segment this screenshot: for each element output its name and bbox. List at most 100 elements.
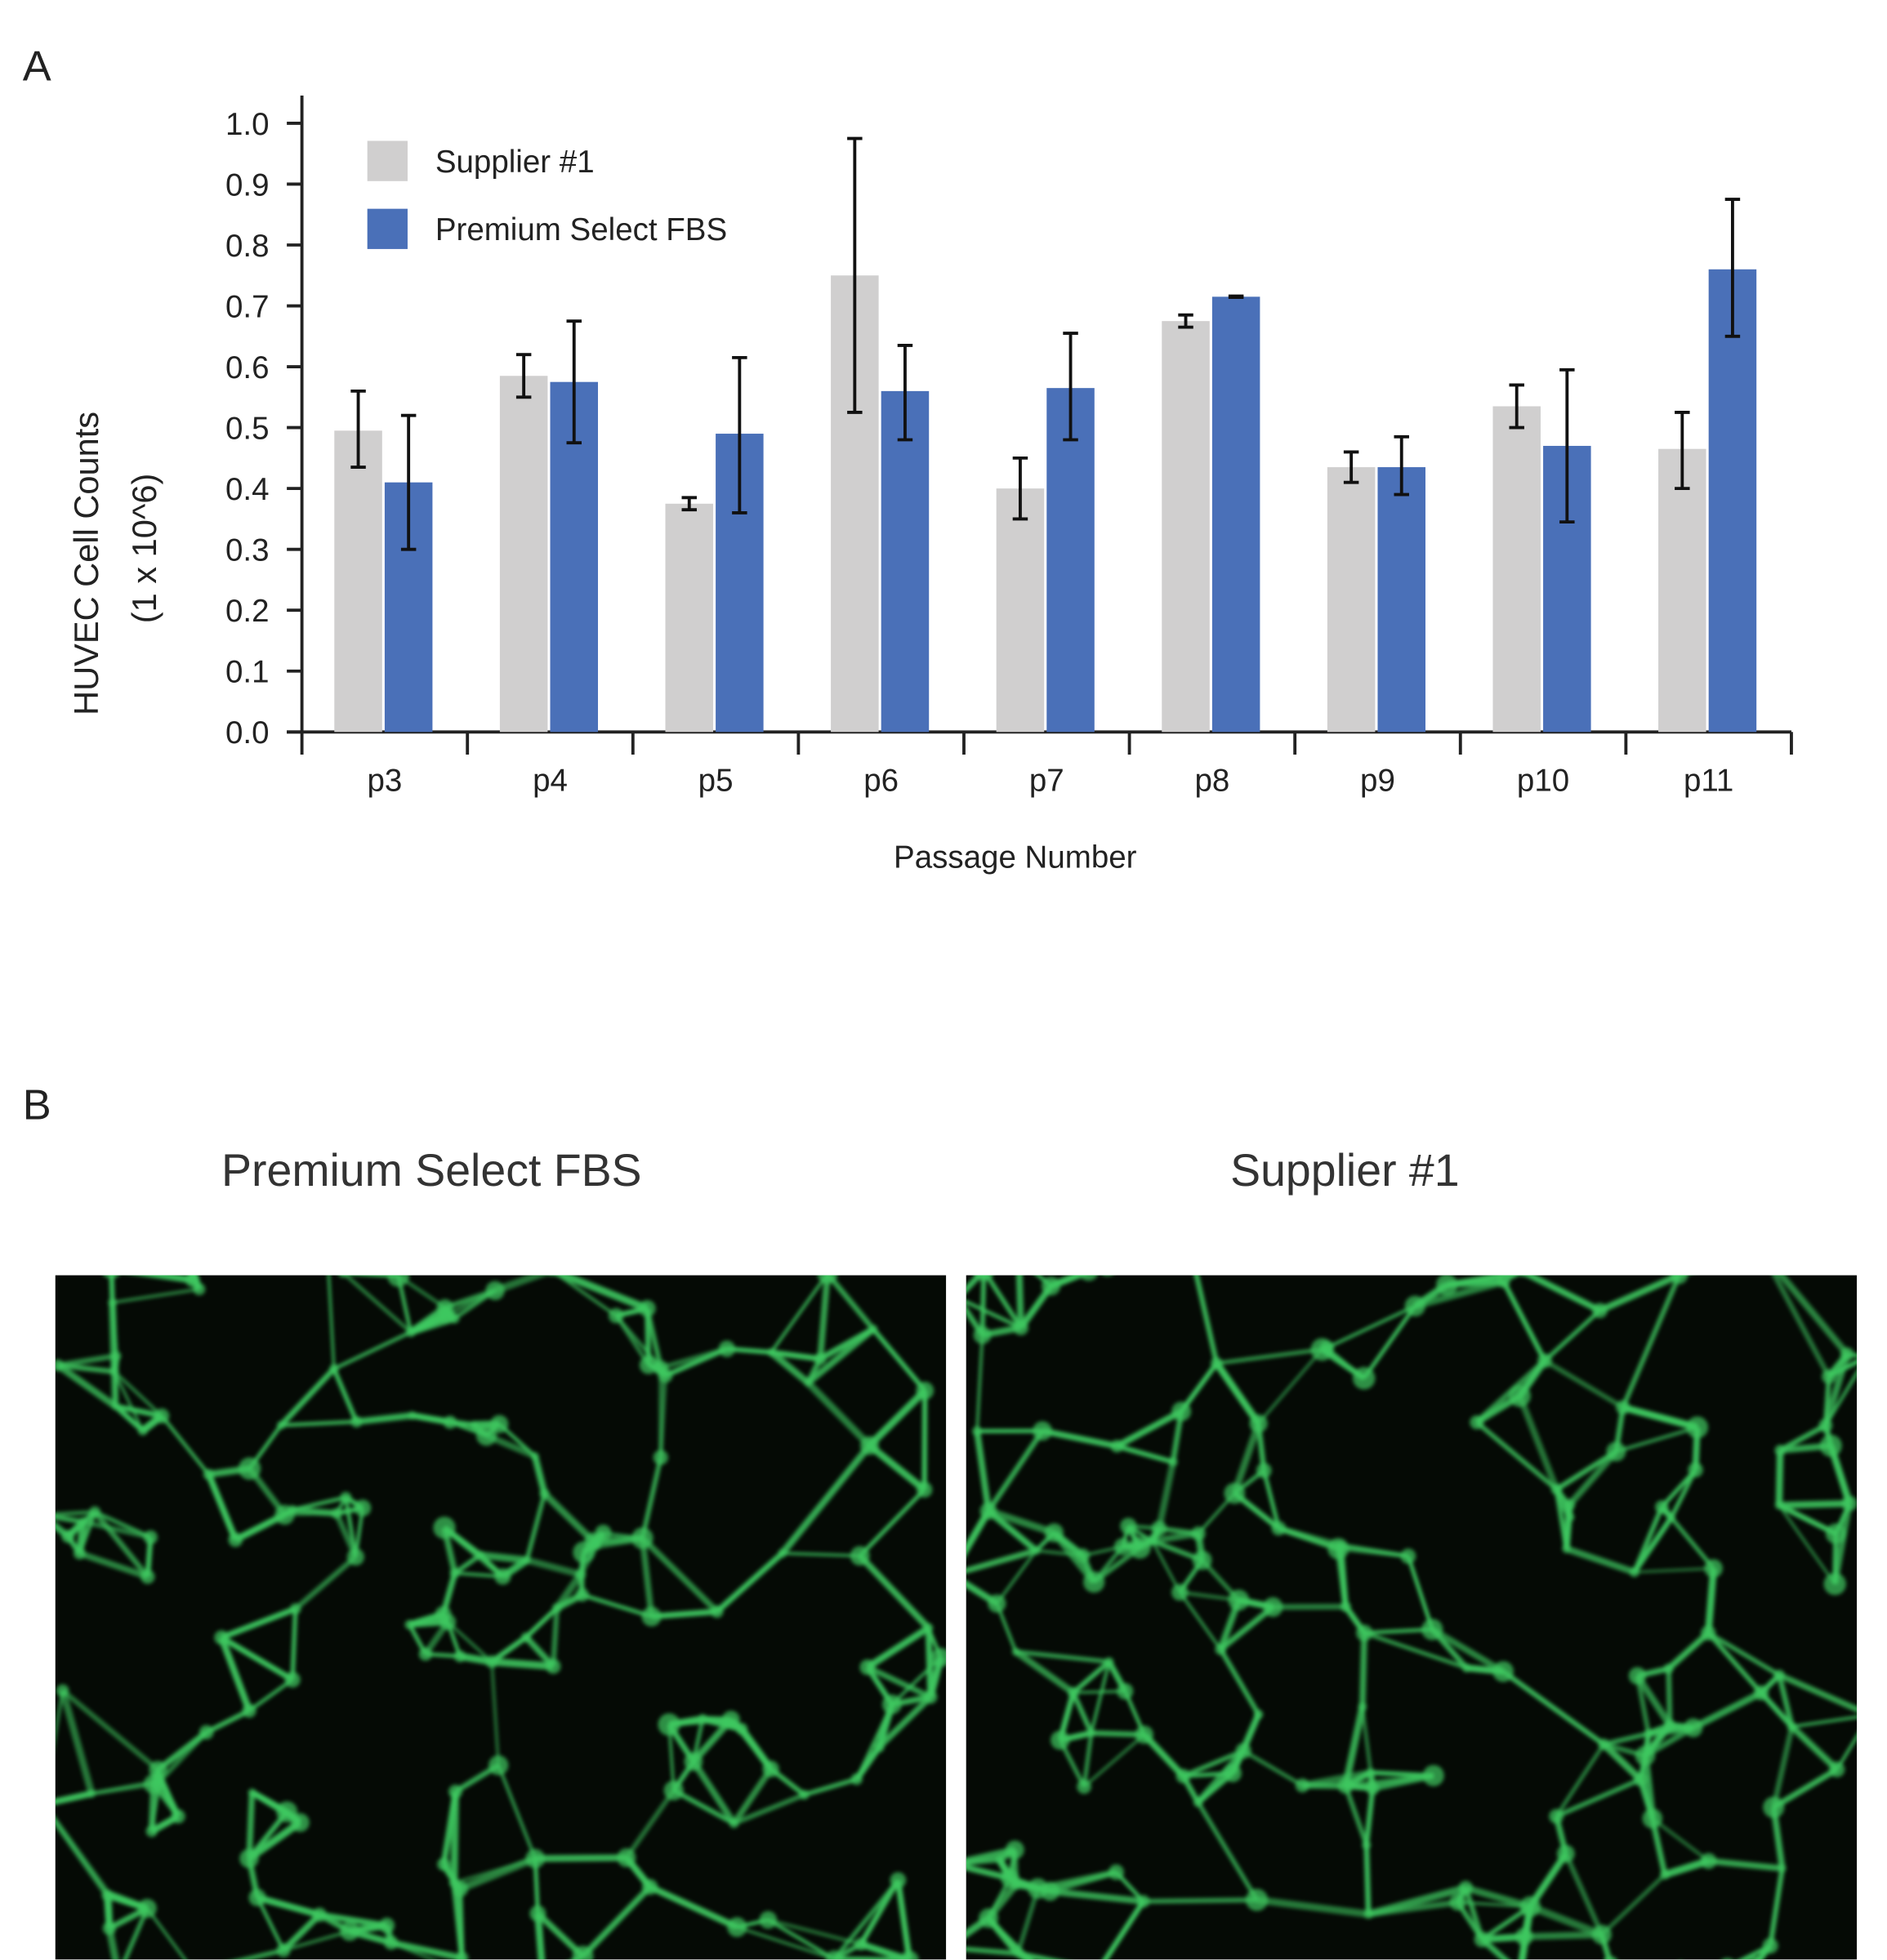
cell-cluster	[520, 1632, 532, 1642]
cell-cluster	[1011, 1647, 1020, 1656]
cell-strand	[1555, 1449, 1618, 1492]
cell-strand	[767, 1918, 862, 1946]
panel-a-label: A	[22, 42, 51, 91]
y-tick-label: 0.7	[225, 289, 270, 324]
cell-strand	[1778, 1672, 1858, 1713]
cell-strand	[1326, 1304, 1416, 1350]
bar-premium-p8	[1211, 296, 1260, 733]
cell-strand	[1767, 1868, 1786, 1947]
cell-strand	[1660, 1468, 1697, 1508]
cell-cluster	[530, 1452, 539, 1460]
cell-strand	[534, 1913, 545, 1960]
cell-strand	[926, 1628, 934, 1698]
cell-cluster	[140, 1569, 155, 1584]
cell-cluster	[1604, 1956, 1617, 1960]
cell-cluster	[1492, 1660, 1515, 1682]
cell-cluster	[1519, 1275, 1526, 1277]
cell-strand	[1778, 1502, 1850, 1507]
cell-strand	[1465, 1884, 1532, 1910]
cell-cluster	[387, 1275, 410, 1287]
cell-strand	[109, 1275, 115, 1303]
cell-strand	[1771, 1726, 1795, 1808]
cell-strand	[280, 1419, 357, 1428]
cell-cluster	[778, 1548, 787, 1558]
cell-cluster	[608, 1307, 624, 1324]
cell-cluster	[1352, 1366, 1376, 1390]
cell-cluster	[1363, 1909, 1373, 1919]
y-tick-label: 0.1	[225, 655, 270, 690]
cell-cluster	[329, 1364, 339, 1374]
cell-strand	[1564, 1504, 1572, 1549]
cell-strand	[1036, 1548, 1083, 1557]
cell-strand	[769, 1350, 810, 1386]
cell-strand	[672, 1788, 736, 1826]
legend-swatch	[367, 140, 408, 181]
cell-strand	[1555, 1743, 1606, 1818]
cell-cluster	[1422, 1765, 1444, 1787]
cell-strand	[220, 1606, 297, 1641]
cell-strand	[649, 1884, 738, 1930]
cell-strand	[250, 1789, 302, 1825]
cell-cluster	[1083, 1570, 1105, 1593]
cell-strand	[123, 1907, 149, 1960]
cell-strand	[782, 1552, 860, 1557]
x-tick-label: p3	[367, 764, 402, 799]
cell-strand	[867, 1388, 928, 1449]
cell-cluster	[433, 1517, 456, 1539]
cell-strand	[736, 1926, 835, 1960]
cell-strand	[1620, 1275, 1682, 1409]
cell-strand	[1518, 1905, 1534, 1960]
cell-strand	[493, 1275, 549, 1294]
cell-strand	[664, 1347, 728, 1378]
bar-supplier-p4	[499, 376, 548, 733]
cell-strand	[1778, 1674, 1794, 1727]
cell-strand	[1771, 1275, 1831, 1379]
y-tick-label: 0.6	[225, 350, 270, 385]
cell-strand	[327, 1275, 336, 1370]
cell-strand	[55, 1816, 109, 1897]
cell-strand	[1632, 1516, 1674, 1574]
cell-strand	[1430, 1626, 1506, 1675]
cell-strand	[349, 1928, 392, 1946]
cell-strand	[1759, 1690, 1795, 1729]
cell-strand	[248, 1811, 289, 1860]
cell-strand	[114, 1404, 145, 1432]
cell-strand	[1115, 1409, 1183, 1449]
cell-strand	[550, 1607, 560, 1667]
cell-strand	[256, 1894, 321, 1918]
cell-strand	[1082, 1733, 1145, 1788]
cell-strand	[332, 1367, 359, 1423]
cell-strand	[690, 1759, 737, 1825]
cell-strand	[1706, 1631, 1781, 1677]
cell-strand	[1196, 1801, 1259, 1901]
cell-strand	[480, 1551, 528, 1564]
cell-cluster	[595, 1524, 612, 1542]
cell-cluster	[137, 1899, 157, 1918]
x-axis-label: Passage Number	[894, 840, 1137, 875]
cell-cluster	[1762, 1937, 1778, 1954]
cell-cluster	[1295, 1778, 1309, 1793]
cell-strand	[524, 1606, 559, 1639]
cell-strand	[1015, 1649, 1110, 1664]
cell-strand	[248, 1820, 302, 1861]
cell-strand	[639, 1538, 655, 1617]
cell-strand	[1777, 1275, 1850, 1356]
cell-cluster	[1108, 1864, 1125, 1881]
cell-strand	[1257, 1348, 1323, 1425]
cell-strand	[191, 1275, 203, 1290]
cell-strand	[894, 1879, 912, 1960]
cell-strand	[987, 1507, 1055, 1537]
cell-cluster	[1104, 1657, 1114, 1667]
cell-strand	[1836, 1734, 1858, 1771]
bar-premium-p7	[1046, 388, 1095, 733]
cell-cluster	[1051, 1730, 1070, 1750]
cell-strand	[208, 1467, 250, 1476]
cell-strand	[1015, 1887, 1041, 1954]
cell-cluster	[1245, 1888, 1269, 1912]
cell-strand	[1261, 1469, 1282, 1530]
cell-strand	[160, 1414, 211, 1476]
cell-strand	[1341, 1706, 1367, 1787]
cell-strand	[205, 1472, 239, 1541]
cell-strand	[651, 1610, 717, 1619]
x-tick-label: p8	[1194, 764, 1229, 799]
